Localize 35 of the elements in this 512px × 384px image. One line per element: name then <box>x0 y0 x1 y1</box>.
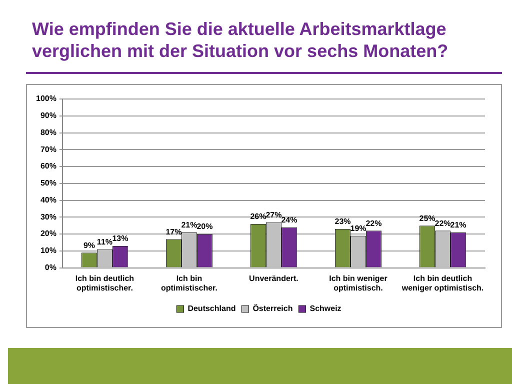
data-label: 11% <box>96 237 113 246</box>
y-tick-label: 0% <box>44 263 56 272</box>
data-label: 13% <box>112 234 128 244</box>
y-tick-label: 100% <box>36 94 56 104</box>
data-label: 21% <box>181 220 198 230</box>
data-label: 17% <box>166 227 182 236</box>
y-tick-label: 20% <box>40 229 56 238</box>
data-label: 25% <box>419 214 436 223</box>
y-tick-label: 10% <box>40 246 56 256</box>
y-tick-label: 30% <box>40 212 56 222</box>
y-tick-label: 80% <box>40 128 56 137</box>
y-tick-label: 60% <box>40 162 56 171</box>
x-tick-label: Ich bin weniger optimistisch. <box>329 274 388 292</box>
data-label: 27% <box>266 210 282 220</box>
y-tick-label: 40% <box>40 195 56 204</box>
x-tick-label: Ich bin deutlich weniger optimistisch. <box>400 274 484 292</box>
legend-label: Deutschland <box>188 304 236 314</box>
data-label: 22% <box>434 218 451 228</box>
chart-title: Wie empfinden Sie die aktuelle Arbeitsmarktlage verglichen mit der Situation vor sechs Monaten? <box>32 18 450 62</box>
legend-label: Österreich <box>252 304 293 314</box>
data-label: 26% <box>250 212 266 222</box>
legend-label: Schweiz <box>310 304 342 314</box>
y-tick-label: 90% <box>40 111 56 120</box>
data-label: 20% <box>196 222 213 232</box>
data-label: 19% <box>350 224 366 233</box>
x-tick-label: Ich bin optimistischer. <box>160 274 218 292</box>
data-label: 9% <box>83 240 96 250</box>
y-tick-label: 50% <box>40 178 56 188</box>
x-tick-label: Unverändert. <box>249 274 298 283</box>
x-tick-label: Ich bin deutlich optimistischer. <box>75 274 134 292</box>
data-label: 22% <box>366 218 382 228</box>
data-label: 21% <box>450 220 466 230</box>
data-label: 23% <box>334 217 351 226</box>
data-label: 24% <box>281 215 298 224</box>
y-tick-label: 70% <box>40 144 56 154</box>
